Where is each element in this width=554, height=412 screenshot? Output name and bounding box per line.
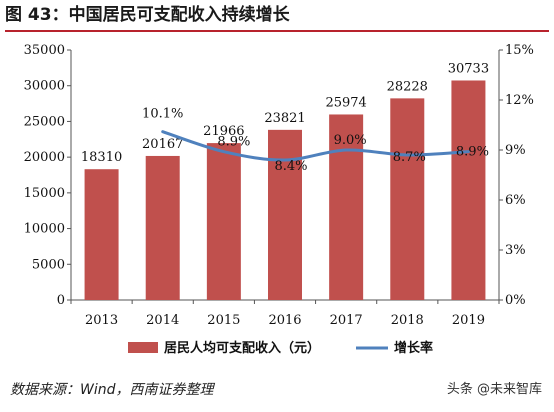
legend-income-label: 居民人均可支配收入（元） [164, 340, 320, 356]
legend-income-swatch [128, 342, 158, 353]
growth-rate-label: 8.9% [456, 145, 489, 160]
x-tick-label: 2013 [85, 313, 118, 328]
y-left-tick-label: 25000 [24, 114, 65, 129]
y-left-tick-label: 0 [57, 293, 65, 308]
income-bar [268, 129, 302, 300]
growth-rate-line [161, 130, 470, 162]
x-tick-label: 2015 [207, 313, 240, 328]
income-bar [145, 155, 180, 300]
income-bar [206, 143, 241, 300]
y-left-tick-label: 5000 [32, 257, 65, 272]
growth-rate-label: 10.1% [142, 107, 183, 122]
legend-growth-label: 增长率 [394, 340, 433, 356]
y-left-tick-label: 20000 [24, 150, 65, 165]
y-left-tick-label: 35000 [24, 43, 65, 58]
figure-title: 图 43：中国居民可支配收入持续增长 [5, 5, 290, 25]
y-right-tick-label: 9% [505, 143, 526, 158]
x-tick-label: 2014 [146, 313, 179, 328]
y-right-tick-label: 12% [505, 93, 534, 108]
income-bar-label: 23821 [264, 111, 305, 126]
income-bar-label: 28228 [387, 79, 428, 94]
growth-rate-label: 8.7% [393, 150, 426, 165]
title-rule [5, 30, 549, 32]
income-bar-label: 18310 [81, 150, 122, 165]
income-bar-label: 30733 [448, 61, 489, 76]
income-bar [329, 114, 364, 300]
growth-rate-label: 9.0% [334, 133, 367, 148]
growth-rate-label: 8.4% [274, 159, 307, 174]
income-bar-label: 21966 [203, 124, 244, 139]
income-bar-label: 25974 [325, 95, 366, 110]
x-tick-label: 2016 [268, 313, 301, 328]
watermark: 头条 @未来智库 [446, 382, 542, 397]
income-bar [390, 98, 425, 300]
y-left-tick-label: 10000 [24, 222, 65, 237]
y-left-tick-label: 30000 [24, 79, 65, 94]
x-tick-label: 2017 [330, 313, 363, 328]
y-right-tick-label: 15% [505, 43, 534, 58]
income-bar [84, 169, 119, 300]
y-right-tick-label: 3% [505, 243, 526, 258]
y-left-tick-label: 15000 [24, 186, 65, 201]
growth-rate-label: 8.9% [217, 135, 250, 150]
income-bar-label: 20167 [142, 137, 183, 152]
x-tick-label: 2018 [391, 313, 424, 328]
income-bar [451, 80, 486, 300]
x-tick-label: 2019 [452, 313, 485, 328]
y-right-tick-label: 6% [505, 193, 526, 208]
source-note: 数据来源：Wind，西南证券整理 [10, 382, 214, 398]
y-right-tick-label: 0% [505, 293, 526, 308]
